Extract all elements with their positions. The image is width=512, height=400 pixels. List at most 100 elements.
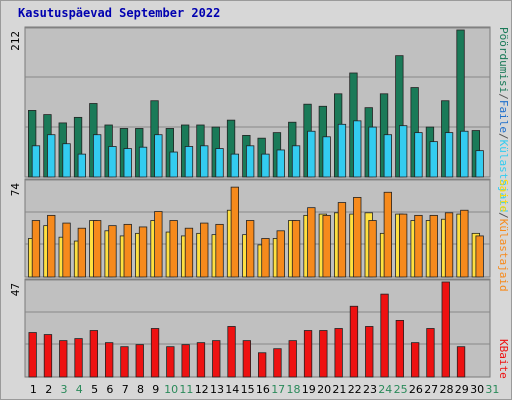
x-tick-label: 26 <box>409 383 423 396</box>
kbytes-bar <box>426 328 435 378</box>
x-tick-label: 20 <box>317 383 331 396</box>
x-tick-label: 27 <box>424 383 438 396</box>
x-tick-label: 16 <box>256 383 270 396</box>
files-bar <box>398 125 408 178</box>
files-bar <box>169 151 178 178</box>
visits-bar <box>276 230 285 278</box>
files-bar <box>93 134 102 178</box>
side-legend-part: Külastajaid <box>497 219 510 292</box>
kbytes-bar <box>242 340 252 378</box>
x-tick-label: 12 <box>195 383 209 396</box>
visits-bar <box>138 226 148 278</box>
kbytes-bar <box>181 344 190 378</box>
visits-bar <box>460 209 469 278</box>
files-bar <box>475 150 484 178</box>
y-max-label: 47 <box>9 283 22 296</box>
visits-bar <box>368 220 377 278</box>
files-bar <box>108 146 117 178</box>
x-tick-label: 21 <box>332 383 346 396</box>
visits-bar <box>108 225 117 278</box>
kbytes-bar <box>150 328 160 378</box>
visits-bar <box>169 220 178 278</box>
x-tick-label: 28 <box>440 383 454 396</box>
visits-bar <box>444 212 454 278</box>
side-legend-part: Faile <box>497 100 510 133</box>
visits-bar <box>184 227 194 278</box>
visits-bar <box>383 191 393 278</box>
x-tick-label: 29 <box>455 383 469 396</box>
x-tick-label: 7 <box>122 383 129 396</box>
x-tick-label: 31 <box>485 383 499 396</box>
files-bar <box>291 145 301 178</box>
visits-bar <box>154 211 163 278</box>
files-bar <box>322 136 331 178</box>
visits-bar <box>291 220 301 278</box>
kbytes-bar <box>257 352 267 378</box>
x-tick-label: 25 <box>394 383 408 396</box>
y-max-label: 74 <box>9 183 22 197</box>
x-tick-label: 4 <box>76 383 83 396</box>
side-legend-part: Saite <box>497 179 510 212</box>
kbytes-bar <box>273 348 282 378</box>
kbytes-bar <box>227 326 236 378</box>
x-tick-label: 30 <box>470 383 484 396</box>
files-bar <box>353 120 362 178</box>
files-bar <box>154 134 163 178</box>
kbytes-bar <box>59 340 68 378</box>
visits-bar <box>475 235 484 278</box>
side-legend-part: / <box>497 133 510 140</box>
x-tick-label: 10 <box>164 383 178 396</box>
side-legend-middle: Saite/Külastajaid <box>497 179 510 292</box>
kbytes-bar <box>120 346 129 378</box>
visits-bar <box>307 207 316 278</box>
kbytes-bar <box>441 281 450 378</box>
files-bar <box>123 148 132 178</box>
visits-bar <box>414 214 423 278</box>
x-tick-label: 22 <box>348 383 362 396</box>
x-tick-label: 8 <box>137 383 144 396</box>
files-bar <box>444 132 454 178</box>
x-tick-label: 1 <box>30 383 37 396</box>
side-legend-part: Külastajaid <box>497 140 510 213</box>
side-legend-part: Pöördumisi <box>497 27 510 93</box>
kbytes-bar <box>166 346 175 378</box>
files-bar <box>368 126 377 178</box>
side-legend-bottom: KBaite <box>497 339 510 379</box>
files-bar <box>383 134 393 178</box>
files-bar <box>337 123 347 178</box>
visits-bar <box>215 223 224 278</box>
x-tick-label: 14 <box>225 383 239 396</box>
kbytes-bar <box>196 342 206 378</box>
side-legend-part: KBaite <box>497 339 510 379</box>
visits-bar <box>245 220 255 278</box>
kbytes-bar <box>456 346 466 378</box>
files-bar <box>429 141 438 178</box>
visits-bar <box>93 220 102 278</box>
x-tick-label: 23 <box>363 383 377 396</box>
files-bar <box>245 145 255 178</box>
x-tick-label: 6 <box>106 383 113 396</box>
x-tick-label: 19 <box>302 383 316 396</box>
visits-bar <box>353 197 362 278</box>
visits-bar <box>398 213 408 278</box>
visits-bar <box>123 223 132 278</box>
x-tick-label: 15 <box>241 383 255 396</box>
kbytes-bar <box>89 330 98 378</box>
x-tick-label: 3 <box>61 383 68 396</box>
kbytes-bar <box>365 326 374 378</box>
kbytes-bar <box>380 293 389 378</box>
kbytes-bar <box>319 330 328 378</box>
kbytes-bar <box>288 340 297 378</box>
visits-bar <box>62 222 71 278</box>
visits-bar <box>429 214 438 278</box>
x-tick-label: 11 <box>179 383 193 396</box>
kbytes-bar <box>43 334 53 378</box>
chart-title: Kasutuspäevad September 2022 <box>18 6 221 20</box>
side-legend-part: / <box>497 93 510 100</box>
kbytes-bar <box>74 338 83 378</box>
kbytes-bar <box>105 342 114 378</box>
files-bar <box>138 146 148 178</box>
kbytes-bar <box>410 342 420 378</box>
visits-bar <box>77 227 86 278</box>
kbytes-bar <box>349 305 359 378</box>
